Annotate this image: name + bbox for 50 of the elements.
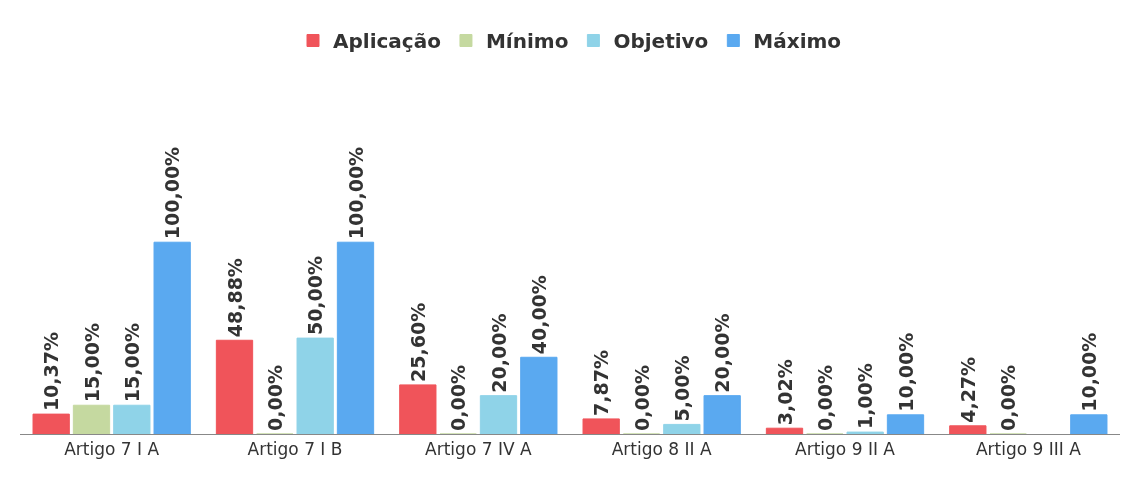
data-label: 25,60% (406, 302, 429, 382)
data-label: 48,88% (223, 258, 246, 338)
bar (32, 413, 70, 434)
bar (1070, 414, 1108, 434)
bar (215, 339, 254, 434)
x-tick-label: Artigo 7 I B (247, 439, 343, 460)
x-tick-label: Artigo 7 IV A (425, 439, 532, 460)
legend-label: Aplicação (333, 29, 441, 54)
bar (520, 356, 558, 434)
bar (663, 423, 701, 434)
legend-label: Mínimo (485, 29, 569, 54)
data-label: 7,87% (590, 349, 613, 416)
bar (886, 414, 925, 434)
data-label: 100,00% (161, 146, 184, 240)
x-tick-label: Artigo 8 II A (611, 439, 712, 460)
data-label: 10,37% (40, 331, 63, 412)
data-label: 4,27% (956, 356, 979, 423)
bar (296, 337, 334, 434)
data-label: 3,02% (773, 359, 796, 426)
x-tick-label: Artigo 7 I A (64, 439, 160, 460)
data-label: 20,00% (487, 313, 510, 393)
data-label: 20,00% (711, 313, 734, 393)
data-label: 40,00% (527, 275, 550, 355)
x-tick-label: Artigo 9 II A (795, 439, 896, 460)
data-label: 0,00% (997, 365, 1020, 431)
data-label: 0,00% (630, 365, 653, 431)
bar (703, 395, 741, 434)
legend-label: Máximo (753, 29, 842, 54)
bar (949, 425, 987, 434)
data-label: 0,00% (263, 365, 286, 431)
data-label: 50,00% (304, 255, 327, 336)
bar (399, 384, 437, 434)
data-label: 10,00% (894, 332, 917, 412)
bar (765, 427, 804, 434)
data-label: 15,00% (80, 323, 103, 403)
bar (72, 404, 111, 434)
data-label: 0,00% (447, 365, 470, 431)
legend-label: Objetivo (613, 29, 709, 54)
data-label: 15,00% (120, 323, 143, 403)
data-label: 10,00% (1077, 332, 1100, 412)
bar (153, 241, 191, 434)
bar (479, 395, 518, 434)
data-label: 100,00% (344, 146, 367, 240)
data-label: 0,00% (813, 365, 836, 431)
data-label: 1,00% (854, 363, 877, 430)
x-tick-label: Artigo 9 III A (975, 439, 1082, 460)
data-label: 5,00% (670, 355, 693, 422)
bar (336, 241, 375, 434)
bar (582, 418, 620, 434)
bar (113, 404, 151, 434)
